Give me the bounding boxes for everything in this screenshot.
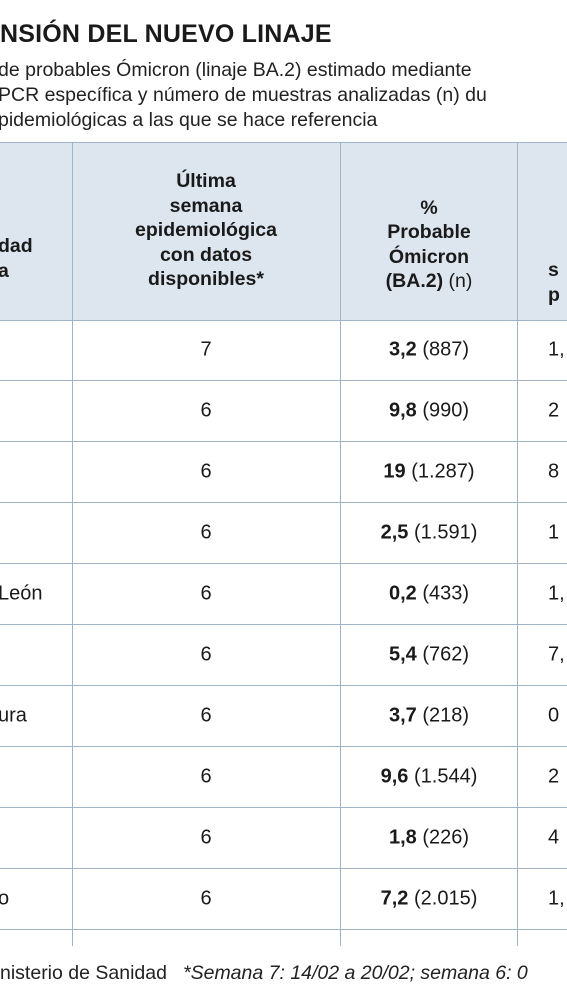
header-percent-line: (BA.2) (n) — [341, 269, 517, 294]
cell-week: 6 — [200, 582, 212, 605]
table-row: 6 9,8 (990) 2 — [0, 381, 567, 442]
cell-week: 6 — [200, 399, 212, 422]
cell-percent-n: (433) — [422, 582, 470, 605]
table-row: 6 2,5 (1.591) 1 — [0, 503, 567, 564]
subtitle-line: pidemiológicas a las que se hace referen… — [0, 109, 378, 131]
column-divider — [340, 142, 341, 946]
cell-percent-n: (218) — [422, 704, 470, 727]
header-next: s p — [548, 142, 567, 371]
header-percent-n: (n) — [448, 270, 473, 292]
cell-percent-value: 2,5 — [380, 521, 409, 544]
cell-percent: 3,7 (218) — [341, 705, 517, 728]
cell-percent-n: (887) — [422, 338, 470, 361]
cell-region: o — [0, 887, 10, 910]
page-title: NSIÓN DEL NUEVO LINAJE — [0, 20, 332, 48]
table-row: 7 3,2 (887) 1, — [0, 320, 567, 381]
cell-week: 7 — [200, 338, 212, 361]
cell-next: 2 — [548, 399, 560, 422]
header-percent-line: Ómicron — [388, 245, 470, 268]
cell-next: 1 — [548, 521, 560, 544]
data-table: dad a Última semana epidemiológica con d… — [0, 142, 567, 946]
cell-next: 7, — [548, 643, 565, 666]
cell-percent-value: 9,8 — [388, 399, 417, 422]
cell-percent: 9,8 (990) — [341, 400, 517, 423]
cell-percent-n: (2.015) — [414, 887, 478, 910]
header-week-line: disponibles* — [148, 268, 264, 291]
cell-next: 1, — [548, 582, 565, 605]
cell-percent: 5,4 (762) — [341, 644, 517, 667]
cell-percent-n: (762) — [422, 643, 470, 666]
cell-percent: 0,2 (433) — [341, 583, 517, 606]
header-percent-line: Probable — [387, 221, 471, 243]
cell-percent: 2,5 (1.591) — [341, 522, 517, 545]
cell-percent: 1,8 (226) — [341, 827, 517, 850]
cell-percent-value: 5,4 — [388, 643, 417, 666]
header-percent-lineage: (BA.2) — [385, 270, 444, 292]
cell-percent-value: 7,2 — [380, 887, 409, 910]
table-row: 6 5,4 (762) 7, — [0, 625, 567, 686]
cell-percent: 9,6 (1.544) — [341, 766, 517, 789]
subtitle-line: PCR específica y número de muestras anal… — [0, 84, 487, 106]
cell-percent-value: 19 — [383, 460, 406, 483]
cell-next: 8 — [548, 460, 560, 483]
header-next-line: p — [548, 283, 560, 306]
cell-week: 6 — [200, 521, 212, 544]
source-note: nisterio de Sanidad — [0, 962, 167, 984]
column-divider — [517, 142, 518, 946]
cell-week: 6 — [200, 460, 212, 483]
table-row: o 6 7,2 (2.015) 1, — [0, 869, 567, 930]
cell-week: 6 — [200, 826, 212, 849]
cell-percent-value: 1,8 — [388, 826, 417, 849]
header-week: Última semana epidemiológica con datos d… — [72, 142, 340, 331]
cell-next: 1, — [548, 887, 565, 910]
cell-next: 0 — [548, 704, 560, 727]
subtitle-line: de probables Ómicron (linaje BA.2) estim… — [0, 59, 472, 81]
cell-percent-n: (226) — [422, 826, 470, 849]
cell-next: 4 — [548, 826, 560, 849]
header-region: dad a — [0, 142, 68, 347]
header-week-line: epidemiológica — [135, 219, 277, 242]
cell-week: 6 — [200, 704, 212, 727]
header-percent: % Probable Ómicron (BA.2) (n) — [341, 142, 517, 333]
cell-percent-value: 3,7 — [388, 704, 417, 727]
table-row: 6 9,6 (1.544) 2 — [0, 747, 567, 808]
cell-percent: 3,2 (887) — [341, 339, 517, 362]
header-week-line: con datos — [159, 243, 253, 266]
subtitle: de probables Ómicron (linaje BA.2) estim… — [0, 58, 567, 133]
cell-percent-n: (990) — [422, 399, 470, 422]
cell-week: 6 — [200, 643, 212, 666]
header-week-line: Última — [176, 170, 236, 193]
cell-percent-n: (1.287) — [411, 460, 475, 483]
cell-next: 2 — [548, 765, 560, 788]
cell-percent-value: 3,2 — [388, 338, 417, 361]
cell-percent: 7,2 (2.015) — [341, 888, 517, 911]
header-percent-line: % — [420, 196, 438, 219]
cell-week: 6 — [200, 765, 212, 788]
table-row: 6 1,8 (226) 4 — [0, 808, 567, 869]
cell-percent-value: 9,6 — [380, 765, 409, 788]
cell-percent-value: 0,2 — [388, 582, 417, 605]
footnote: *Semana 7: 14/02 a 20/02; semana 6: 0 — [183, 962, 528, 984]
header-next-line: s — [548, 259, 559, 281]
table-row: 6 19 (1.287) 8 — [0, 442, 567, 503]
table-row: ura 6 3,7 (218) 0 — [0, 686, 567, 747]
cell-percent-n: (1.544) — [414, 765, 478, 788]
header-region-line: dad — [0, 235, 33, 257]
cell-next: 1, — [548, 338, 565, 361]
table-header — [0, 142, 567, 321]
cell-week: 6 — [200, 887, 212, 910]
cell-percent: 19 (1.287) — [341, 461, 517, 484]
table-row: León 6 0,2 (433) 1, — [0, 564, 567, 625]
cell-region: ura — [0, 704, 27, 727]
header-week-line: semana — [169, 194, 243, 217]
cell-region: León — [0, 582, 43, 605]
column-divider — [72, 142, 73, 946]
header-region-line: a — [0, 259, 9, 282]
cell-percent-n: (1.591) — [414, 521, 478, 544]
